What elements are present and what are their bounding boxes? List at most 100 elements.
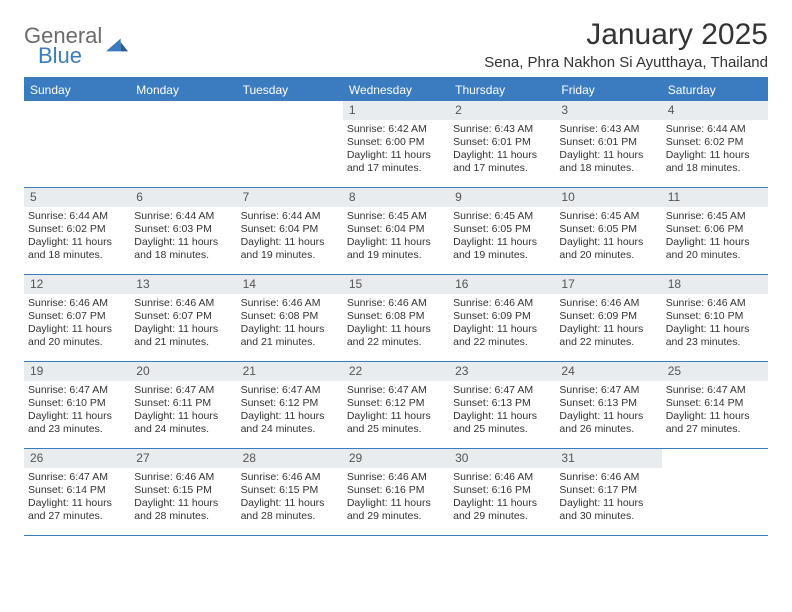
daylight-line-1: Daylight: 11 hours — [453, 323, 551, 336]
daylight-line-2: and 17 minutes. — [453, 162, 551, 175]
sunrise-line: Sunrise: 6:46 AM — [453, 471, 551, 484]
sunrise-line: Sunrise: 6:46 AM — [559, 297, 657, 310]
daylight-line-1: Daylight: 11 hours — [347, 323, 445, 336]
sunset-line: Sunset: 6:04 PM — [347, 223, 445, 236]
day-body: Sunrise: 6:46 AMSunset: 6:17 PMDaylight:… — [555, 468, 661, 530]
day-cell — [130, 101, 236, 187]
sunrise-line: Sunrise: 6:46 AM — [28, 297, 126, 310]
sunrise-line: Sunrise: 6:46 AM — [241, 471, 339, 484]
daylight-line-2: and 19 minutes. — [347, 249, 445, 262]
daylight-line-2: and 28 minutes. — [241, 510, 339, 523]
sunset-line: Sunset: 6:15 PM — [134, 484, 232, 497]
day-number: 13 — [130, 275, 236, 294]
week-row: 12Sunrise: 6:46 AMSunset: 6:07 PMDayligh… — [24, 275, 768, 362]
day-cell: 9Sunrise: 6:45 AMSunset: 6:05 PMDaylight… — [449, 188, 555, 274]
day-cell: 7Sunrise: 6:44 AMSunset: 6:04 PMDaylight… — [237, 188, 343, 274]
daylight-line-2: and 29 minutes. — [453, 510, 551, 523]
day-body: Sunrise: 6:45 AMSunset: 6:05 PMDaylight:… — [449, 207, 555, 269]
day-number: 9 — [449, 188, 555, 207]
daylight-line-1: Daylight: 11 hours — [134, 323, 232, 336]
day-cell: 6Sunrise: 6:44 AMSunset: 6:03 PMDaylight… — [130, 188, 236, 274]
sunset-line: Sunset: 6:12 PM — [347, 397, 445, 410]
daylight-line-2: and 24 minutes. — [134, 423, 232, 436]
day-number: 2 — [449, 101, 555, 120]
sunrise-line: Sunrise: 6:46 AM — [134, 471, 232, 484]
day-body: Sunrise: 6:47 AMSunset: 6:12 PMDaylight:… — [237, 381, 343, 443]
day-cell: 12Sunrise: 6:46 AMSunset: 6:07 PMDayligh… — [24, 275, 130, 361]
sunrise-line: Sunrise: 6:45 AM — [347, 210, 445, 223]
day-number: 17 — [555, 275, 661, 294]
daylight-line-2: and 25 minutes. — [347, 423, 445, 436]
sunrise-line: Sunrise: 6:47 AM — [28, 384, 126, 397]
daylight-line-2: and 24 minutes. — [241, 423, 339, 436]
sunset-line: Sunset: 6:15 PM — [241, 484, 339, 497]
day-body: Sunrise: 6:42 AMSunset: 6:00 PMDaylight:… — [343, 120, 449, 182]
day-cell: 24Sunrise: 6:47 AMSunset: 6:13 PMDayligh… — [555, 362, 661, 448]
sunrise-line: Sunrise: 6:46 AM — [559, 471, 657, 484]
sunset-line: Sunset: 6:10 PM — [28, 397, 126, 410]
calendar-page: General Blue January 2025 Sena, Phra Nak… — [0, 0, 792, 536]
day-cell: 2Sunrise: 6:43 AMSunset: 6:01 PMDaylight… — [449, 101, 555, 187]
day-body: Sunrise: 6:46 AMSunset: 6:09 PMDaylight:… — [555, 294, 661, 356]
daylight-line-1: Daylight: 11 hours — [453, 497, 551, 510]
sunset-line: Sunset: 6:05 PM — [453, 223, 551, 236]
sunset-line: Sunset: 6:07 PM — [134, 310, 232, 323]
day-body: Sunrise: 6:44 AMSunset: 6:02 PMDaylight:… — [24, 207, 130, 269]
logo-triangle-icon — [106, 34, 128, 54]
sunrise-line: Sunrise: 6:47 AM — [559, 384, 657, 397]
day-number: 25 — [662, 362, 768, 381]
day-cell — [24, 101, 130, 187]
month-title: January 2025 — [484, 18, 768, 52]
day-cell: 13Sunrise: 6:46 AMSunset: 6:07 PMDayligh… — [130, 275, 236, 361]
day-body: Sunrise: 6:45 AMSunset: 6:04 PMDaylight:… — [343, 207, 449, 269]
sunrise-line: Sunrise: 6:42 AM — [347, 123, 445, 136]
sunrise-line: Sunrise: 6:44 AM — [666, 123, 764, 136]
day-body: Sunrise: 6:47 AMSunset: 6:13 PMDaylight:… — [555, 381, 661, 443]
day-body: Sunrise: 6:43 AMSunset: 6:01 PMDaylight:… — [555, 120, 661, 182]
daylight-line-1: Daylight: 11 hours — [347, 149, 445, 162]
sunset-line: Sunset: 6:17 PM — [559, 484, 657, 497]
logo: General Blue — [24, 26, 128, 66]
sunrise-line: Sunrise: 6:46 AM — [347, 297, 445, 310]
sunset-line: Sunset: 6:11 PM — [134, 397, 232, 410]
day-body: Sunrise: 6:46 AMSunset: 6:08 PMDaylight:… — [237, 294, 343, 356]
daylight-line-2: and 27 minutes. — [666, 423, 764, 436]
daylight-line-2: and 22 minutes. — [559, 336, 657, 349]
day-cell: 21Sunrise: 6:47 AMSunset: 6:12 PMDayligh… — [237, 362, 343, 448]
weekday-label: Friday — [555, 79, 661, 101]
day-cell: 22Sunrise: 6:47 AMSunset: 6:12 PMDayligh… — [343, 362, 449, 448]
day-number: 19 — [24, 362, 130, 381]
day-number: 6 — [130, 188, 236, 207]
sunset-line: Sunset: 6:08 PM — [241, 310, 339, 323]
day-body: Sunrise: 6:47 AMSunset: 6:10 PMDaylight:… — [24, 381, 130, 443]
daylight-line-1: Daylight: 11 hours — [453, 410, 551, 423]
day-number: 20 — [130, 362, 236, 381]
daylight-line-2: and 21 minutes. — [241, 336, 339, 349]
day-body: Sunrise: 6:46 AMSunset: 6:09 PMDaylight:… — [449, 294, 555, 356]
daylight-line-1: Daylight: 11 hours — [347, 410, 445, 423]
day-number: 14 — [237, 275, 343, 294]
sunrise-line: Sunrise: 6:46 AM — [453, 297, 551, 310]
daylight-line-2: and 19 minutes. — [241, 249, 339, 262]
logo-blue: Blue — [38, 46, 102, 66]
daylight-line-2: and 29 minutes. — [347, 510, 445, 523]
day-number: 22 — [343, 362, 449, 381]
day-body: Sunrise: 6:46 AMSunset: 6:15 PMDaylight:… — [237, 468, 343, 530]
sunset-line: Sunset: 6:02 PM — [666, 136, 764, 149]
day-number: 4 — [662, 101, 768, 120]
sunset-line: Sunset: 6:08 PM — [347, 310, 445, 323]
daylight-line-2: and 23 minutes. — [666, 336, 764, 349]
weekday-label: Monday — [130, 79, 236, 101]
sunset-line: Sunset: 6:09 PM — [453, 310, 551, 323]
day-body: Sunrise: 6:46 AMSunset: 6:07 PMDaylight:… — [24, 294, 130, 356]
day-body: Sunrise: 6:47 AMSunset: 6:14 PMDaylight:… — [662, 381, 768, 443]
daylight-line-1: Daylight: 11 hours — [559, 236, 657, 249]
day-number: 5 — [24, 188, 130, 207]
weekday-label: Sunday — [24, 79, 130, 101]
sunset-line: Sunset: 6:06 PM — [666, 223, 764, 236]
day-number: 24 — [555, 362, 661, 381]
sunset-line: Sunset: 6:09 PM — [559, 310, 657, 323]
sunset-line: Sunset: 6:07 PM — [28, 310, 126, 323]
day-cell: 28Sunrise: 6:46 AMSunset: 6:15 PMDayligh… — [237, 449, 343, 535]
sunrise-line: Sunrise: 6:43 AM — [453, 123, 551, 136]
